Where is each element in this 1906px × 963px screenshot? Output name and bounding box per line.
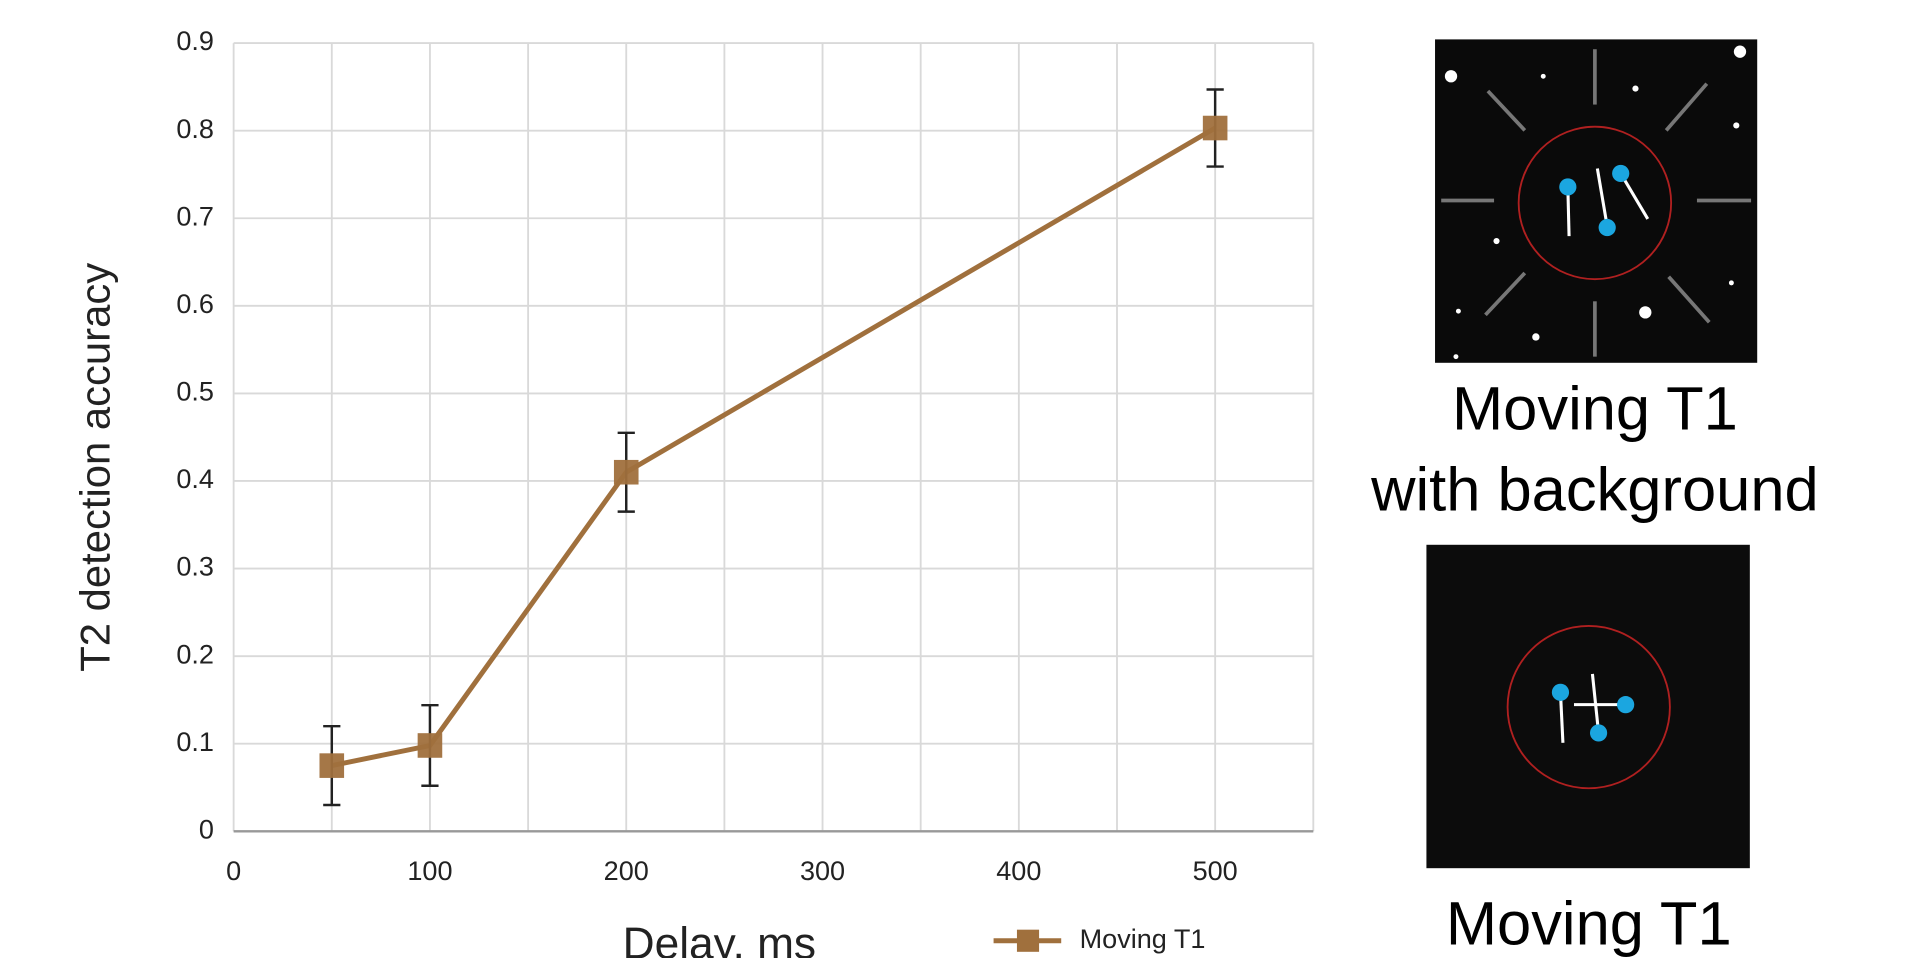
panel-caption: Moving T1 [1446,890,1732,958]
y-tick-label: 0.7 [176,201,214,231]
y-tick-label: 0.1 [176,727,214,757]
target-dots [1559,164,1630,237]
y-tick-label: 0.9 [176,26,214,56]
panel-bg [1426,544,1750,869]
x-tick-label: 100 [407,856,452,886]
marker [417,733,443,758]
background-dots [1444,45,1747,360]
panel [1435,39,1758,363]
x-tick-label: 400 [996,856,1041,886]
panel [1426,544,1750,869]
y-axis-title: T2 detection accuracy [71,263,118,672]
x-tick-label: 500 [1193,856,1238,886]
x-tick-label: 0 [226,856,241,886]
y-tick-label: 0.4 [176,464,214,494]
x-axis-title: Delay, ms [623,920,816,958]
panel-caption: Moving T1 [1452,374,1738,443]
fixation-ring [1506,625,1671,790]
fixation-ring [1517,125,1673,281]
legend-marker [1016,929,1040,952]
target-dots [1551,683,1635,742]
panel-caption: with background [1370,456,1819,525]
series-line [331,125,1217,769]
y-tick-label: 0.6 [176,289,214,319]
marker [319,753,345,778]
x-tick-label: 300 [800,856,845,886]
background-arrows [1441,49,1752,357]
y-tick-label: 0.8 [176,114,214,144]
x-tick-label: 200 [604,856,649,886]
legend-label: Moving T1 [1080,924,1206,954]
y-tick-label: 0.3 [176,552,214,582]
marker [613,459,639,485]
y-tick-label: 0.2 [176,639,214,669]
y-tick-label: 0 [199,814,214,844]
y-tick-label: 0.5 [176,377,214,407]
marker [1202,115,1228,141]
